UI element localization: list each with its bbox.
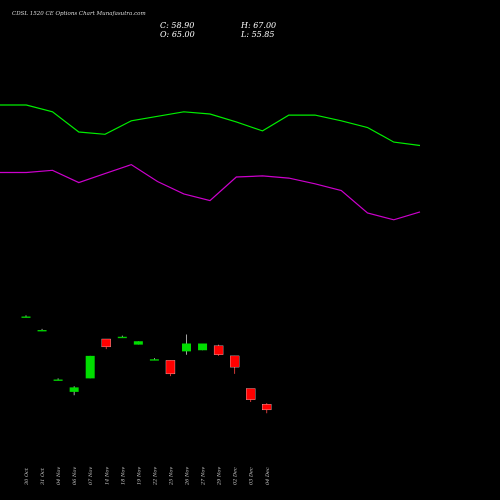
x-tick-label: 14 Nov	[104, 467, 110, 485]
candle	[133, 341, 143, 345]
candle-body	[101, 338, 111, 348]
x-tick-label: 31 Oct	[40, 467, 46, 485]
x-tick-label: 27 Nov	[201, 467, 207, 486]
high-value: H: 67.00	[241, 21, 276, 30]
candle-body	[85, 355, 95, 379]
close-number: 58.90	[171, 21, 195, 30]
high-number: 67.00	[253, 21, 277, 30]
candles	[21, 315, 272, 414]
candle	[37, 328, 47, 332]
x-tick-label: 19 Nov	[136, 467, 142, 485]
candle-body	[69, 387, 79, 392]
x-tick-label: 04 Dec	[265, 467, 271, 485]
candle	[229, 355, 240, 374]
open-label: O:	[160, 30, 170, 39]
candle-body	[182, 343, 191, 352]
overlay-line-2	[0, 163, 421, 221]
candle	[69, 386, 79, 396]
candle	[21, 315, 31, 318]
x-tick-label: 25 Nov	[168, 467, 174, 486]
x-tick-label: 07 Nov	[88, 467, 94, 485]
candle	[198, 343, 208, 351]
candle	[85, 355, 95, 379]
candle	[213, 344, 224, 356]
candle-body	[149, 359, 159, 361]
x-tick-labels: 30 Oct 31 Oct 04 Nov 06 Nov 07 Nov 14 Nov 18 N…	[24, 467, 271, 486]
x-tick-label: 18 Nov	[120, 467, 126, 485]
candle-body	[21, 316, 31, 318]
candle	[262, 403, 272, 414]
chart-title: CDSL 1520 CE Options Chart Munafasutra.c…	[12, 11, 146, 17]
candle-body	[165, 360, 176, 375]
low-value: L: 55.85	[241, 30, 274, 39]
x-tick-label: 22 Nov	[152, 467, 158, 486]
low-number: 55.85	[251, 30, 275, 39]
overlay-lines	[0, 104, 421, 221]
x-tick-label: 30 Oct	[24, 467, 30, 485]
candle-body	[37, 330, 47, 332]
close-value: C: 58.90	[160, 21, 194, 30]
candle-body	[213, 345, 224, 355]
candle-body	[229, 355, 240, 368]
open-value: O: 65.00	[160, 30, 195, 39]
candle	[246, 388, 256, 402]
x-tick-label: 04 Nov	[56, 467, 62, 485]
candle	[149, 358, 159, 361]
candle	[165, 360, 176, 377]
x-tick-label: 02 Dec	[233, 467, 239, 485]
high-label: H:	[241, 21, 251, 30]
candle	[117, 335, 127, 339]
candle-body	[53, 379, 63, 381]
low-label: L:	[241, 30, 250, 39]
x-tick-label: 06 Nov	[72, 467, 78, 485]
x-tick-label: 03 Dec	[249, 467, 255, 485]
candle-body	[117, 336, 127, 339]
candle-body	[198, 343, 208, 351]
candle	[53, 378, 63, 381]
x-tick-label: 26 Nov	[185, 467, 191, 486]
candle	[101, 338, 111, 350]
x-tick-label: 29 Nov	[217, 467, 223, 486]
candle-body	[133, 341, 143, 345]
candle	[182, 334, 191, 355]
overlay-line-1	[0, 104, 421, 147]
close-label: C:	[160, 21, 169, 30]
candle-body	[246, 388, 256, 400]
candle-body	[262, 404, 272, 411]
open-number: 65.00	[171, 30, 195, 39]
